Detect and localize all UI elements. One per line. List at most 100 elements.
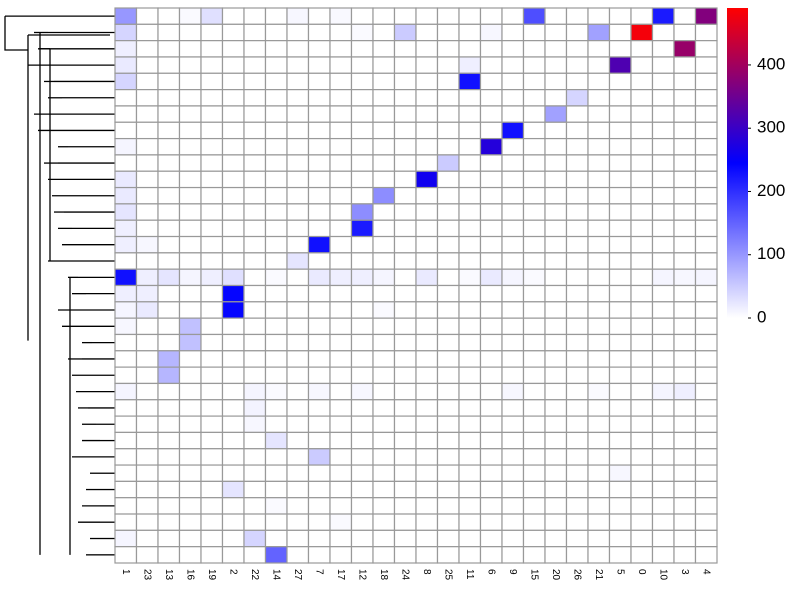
cell bbox=[307, 546, 331, 564]
x-tick-label: 22 bbox=[249, 569, 260, 581]
cell bbox=[630, 480, 654, 499]
cell bbox=[630, 72, 654, 91]
cell bbox=[630, 7, 654, 25]
cell bbox=[264, 7, 288, 25]
cell bbox=[393, 513, 417, 531]
cell bbox=[372, 431, 396, 450]
cell bbox=[522, 268, 546, 287]
cell bbox=[243, 431, 267, 450]
cell bbox=[522, 333, 546, 352]
cell bbox=[479, 89, 503, 107]
cell bbox=[393, 235, 417, 254]
cell bbox=[694, 268, 718, 287]
cell bbox=[372, 203, 396, 221]
cell bbox=[608, 186, 632, 205]
cell bbox=[608, 121, 632, 140]
cell bbox=[350, 56, 374, 74]
cell bbox=[372, 170, 396, 189]
cell bbox=[200, 366, 224, 385]
cell bbox=[479, 23, 503, 42]
cell bbox=[651, 137, 675, 156]
cell bbox=[522, 7, 546, 25]
cell bbox=[587, 252, 611, 270]
cell bbox=[329, 235, 353, 254]
cell bbox=[286, 382, 310, 401]
cell bbox=[393, 268, 417, 287]
cell bbox=[630, 219, 654, 238]
cell bbox=[565, 56, 589, 74]
cell bbox=[587, 105, 611, 123]
cell bbox=[114, 105, 138, 123]
cell bbox=[243, 415, 267, 434]
cell bbox=[264, 268, 288, 287]
cell bbox=[694, 317, 718, 336]
cell bbox=[522, 399, 546, 417]
cell bbox=[501, 480, 525, 499]
cell bbox=[329, 448, 353, 466]
cell bbox=[458, 284, 482, 303]
cell bbox=[243, 317, 267, 336]
cell bbox=[157, 89, 181, 107]
colorbar-tick-label: 100 bbox=[757, 244, 785, 263]
cell bbox=[178, 137, 202, 156]
cell bbox=[243, 170, 267, 189]
cell bbox=[329, 154, 353, 172]
cell bbox=[264, 366, 288, 385]
cell bbox=[694, 480, 718, 499]
cell bbox=[372, 464, 396, 482]
cell bbox=[694, 56, 718, 74]
cell bbox=[522, 284, 546, 303]
cell bbox=[329, 546, 353, 564]
cell bbox=[264, 399, 288, 417]
cell bbox=[565, 89, 589, 107]
cell bbox=[135, 415, 159, 434]
cell bbox=[630, 317, 654, 336]
cell bbox=[200, 399, 224, 417]
cell bbox=[372, 497, 396, 515]
colorbar-tick-label: 0 bbox=[757, 307, 766, 326]
cell bbox=[114, 154, 138, 172]
cell bbox=[286, 497, 310, 515]
cell bbox=[221, 284, 245, 303]
cell bbox=[436, 497, 460, 515]
cell bbox=[501, 399, 525, 417]
cell bbox=[608, 23, 632, 42]
cell bbox=[393, 480, 417, 499]
cell bbox=[673, 268, 697, 287]
cell bbox=[286, 235, 310, 254]
cell bbox=[630, 56, 654, 74]
cell bbox=[329, 72, 353, 91]
cell bbox=[286, 23, 310, 42]
cell bbox=[350, 399, 374, 417]
cell bbox=[307, 399, 331, 417]
cell bbox=[415, 235, 439, 254]
cell bbox=[673, 7, 697, 25]
cell bbox=[135, 513, 159, 531]
cell bbox=[479, 170, 503, 189]
cell bbox=[565, 431, 589, 450]
cell bbox=[178, 333, 202, 352]
cell bbox=[200, 350, 224, 368]
cell bbox=[307, 529, 331, 548]
cell bbox=[135, 284, 159, 303]
cell bbox=[501, 186, 525, 205]
cell bbox=[565, 399, 589, 417]
cell bbox=[114, 170, 138, 189]
cell bbox=[329, 301, 353, 319]
cell bbox=[415, 23, 439, 42]
cell bbox=[673, 399, 697, 417]
cell bbox=[479, 497, 503, 515]
cell bbox=[393, 186, 417, 205]
cell bbox=[565, 366, 589, 385]
cell bbox=[372, 186, 396, 205]
cell bbox=[372, 513, 396, 531]
cell bbox=[200, 480, 224, 499]
cell bbox=[393, 137, 417, 156]
cell bbox=[157, 203, 181, 221]
cell bbox=[587, 268, 611, 287]
cell bbox=[221, 23, 245, 42]
cell bbox=[458, 513, 482, 531]
cell bbox=[458, 121, 482, 140]
cell bbox=[565, 268, 589, 287]
cell bbox=[393, 333, 417, 352]
